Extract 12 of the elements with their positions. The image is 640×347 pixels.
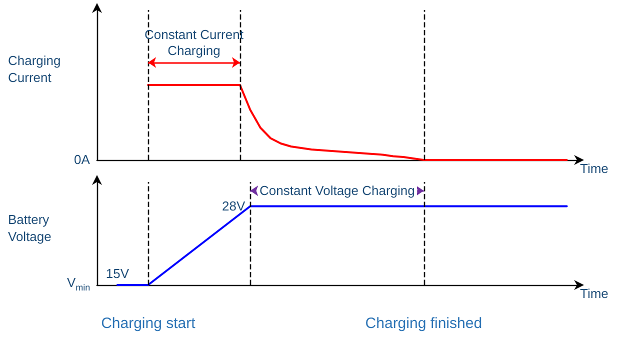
x-axis-title: Time bbox=[580, 286, 608, 301]
y-axis-title: Battery Voltage bbox=[8, 212, 53, 244]
text: V$_{min}$ bbox=[67, 274, 90, 294]
x-axis-title: Time bbox=[580, 161, 608, 176]
text: 0A bbox=[74, 152, 90, 168]
text: Constant Current Charging bbox=[143, 26, 244, 58]
data-label: 15V bbox=[106, 266, 130, 281]
text: Charging start bbox=[101, 315, 196, 332]
y-axis-title: Charging Current bbox=[8, 53, 64, 85]
text: Charging finished bbox=[365, 315, 482, 332]
data-label: 28V bbox=[222, 198, 246, 214]
annotation: Constant Voltage Charging bbox=[258, 182, 417, 199]
